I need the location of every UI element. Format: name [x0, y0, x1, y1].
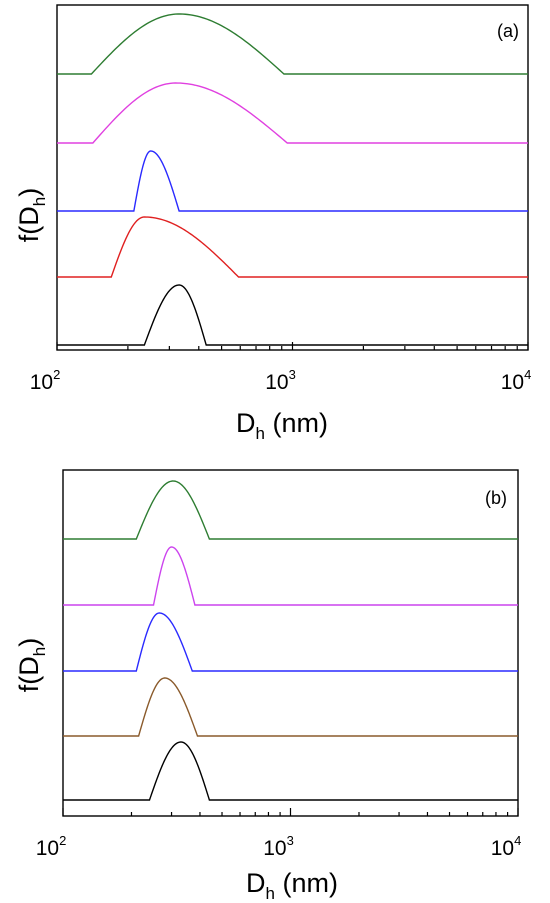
panel-b-xlabel-main: D [246, 868, 266, 898]
panel-a-curve-5 [57, 284, 528, 346]
panel-a: (a) 102 103 104 f(Dh) Dh (nm) [14, 4, 532, 443]
panel-b-ylabel-sub: h [30, 647, 49, 656]
panel-b-tick-label-2: 103 [263, 833, 294, 860]
panel-b-curve-3 [63, 612, 518, 672]
panel-b-tick-label-3: 104 [491, 833, 522, 860]
panel-a-x-ticks: 102 103 104 [30, 342, 532, 394]
panel-a-curves [57, 13, 528, 346]
panel-a-ylabel-main: f(D [14, 206, 44, 242]
panel-a-tick-label-1: 102 [30, 367, 61, 394]
panel-a-tick-label-2: 103 [265, 367, 296, 394]
panel-b-curve-5 [63, 741, 518, 801]
panel-b-label: (b) [485, 488, 507, 508]
panel-a-label: (a) [497, 21, 519, 41]
panel-b-x-ticks: 102 103 104 [36, 808, 522, 860]
panel-a-ylabel-sub: h [30, 197, 49, 206]
panel-a-x-axis-label: Dh (nm) [236, 408, 328, 443]
panel-a-xlabel-main: D [236, 408, 256, 438]
panel-a-curve-3 [57, 150, 528, 212]
panel-a-plot-frame [56, 4, 529, 351]
panel-b-curve-2 [63, 546, 518, 606]
panel-b-xlabel-unit: (nm) [275, 868, 338, 898]
panel-b-curves [63, 480, 518, 801]
panel-b-xlabel-sub: h [266, 884, 275, 903]
panel-b-plot-frame [62, 469, 519, 817]
panel-b-ylabel-close: ) [14, 638, 44, 647]
panel-b-curve-1 [63, 480, 518, 540]
panel-a-xlabel-unit: (nm) [265, 408, 328, 438]
panel-b-ylabel-main: f(D [14, 656, 44, 692]
panel-b-tick-label-1: 102 [36, 833, 67, 860]
panel-b-x-axis-label: Dh (nm) [246, 868, 338, 903]
panel-a-curve-1 [57, 13, 528, 75]
svg-text:f(Dh): f(Dh) [14, 638, 49, 692]
panel-a-curve-4 [57, 216, 528, 278]
panel-a-curve-2 [57, 82, 528, 144]
panel-b-y-axis-label: f(Dh) [14, 638, 49, 692]
panel-b: (b) 102 103 104 f(Dh) Dh (nm) [14, 469, 522, 903]
panel-a-xlabel-sub: h [256, 424, 265, 443]
panel-a-tick-label-3: 104 [501, 367, 532, 394]
panel-a-y-axis-label: f(Dh) [14, 188, 49, 242]
panel-b-curve-4 [63, 677, 518, 737]
panel-a-ylabel-close: ) [14, 188, 44, 197]
svg-text:f(Dh): f(Dh) [14, 188, 49, 242]
